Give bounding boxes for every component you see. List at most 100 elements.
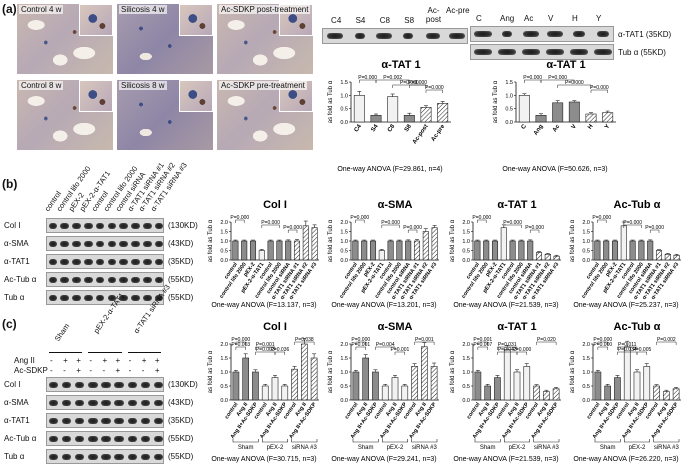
anova-label: One-way ANOVA (F=26.220, n=3) — [573, 456, 678, 463]
bar — [623, 346, 631, 401]
blot-a2-band — [474, 31, 492, 37]
bar — [518, 240, 525, 261]
x-tick-label: S4 — [371, 123, 381, 133]
blot-b-band — [84, 241, 93, 247]
blot-c-ang-sign: + — [76, 356, 81, 365]
y-tick-label: 1.5 — [462, 230, 470, 236]
blot-c-ang-sign: + — [102, 356, 108, 365]
y-tick-label: 1.5 — [220, 356, 228, 362]
blot-b-kd-label: (35KD) — [168, 257, 194, 266]
y-tick-label: 0.0 — [505, 120, 513, 126]
micrograph-label: Silicosis 4 w — [119, 5, 167, 14]
blot-c: Sham pEX-2-α-TAT1 α-TAT1 siRNA #3 Ang II Ac-… — [0, 283, 205, 465]
group-label: Sham — [480, 445, 496, 451]
chart-svg: Ac-Tub α0.00.51.01.52.0as fold as Tub αc… — [570, 199, 681, 309]
chart-svg: Col I0.00.51.01.52.0as fold as Tub αcont… — [208, 199, 319, 309]
blot-a2-band — [547, 31, 563, 37]
x-tick-label: C4 — [354, 123, 364, 133]
blot-b-band — [143, 223, 152, 229]
group-bracket — [352, 439, 379, 443]
chart-svg: α-TAT 1 0.0 0.5 1.0 1.5 as fold as Tub α C4 S4 C… — [328, 59, 451, 173]
blot-c-group-bracket — [49, 352, 83, 353]
p-bracket — [261, 224, 280, 228]
group-label: siRNA #3 — [654, 445, 680, 451]
blot-b-band — [131, 259, 140, 265]
y-axis-label: as fold as Tub α — [328, 219, 334, 262]
anova-label: One-way ANOVA (F=21.539, n=3) — [453, 456, 558, 463]
bar — [405, 240, 412, 261]
blot-c-ang-sign: - — [89, 356, 92, 365]
p-bracket — [617, 346, 638, 350]
p-value-label: P=0.000 — [230, 215, 249, 221]
blot-c-band — [153, 436, 164, 442]
bar — [378, 250, 385, 261]
bar — [391, 377, 399, 401]
anova-label: One-way ANOVA (F=13.137, n=3) — [211, 302, 316, 309]
bar — [430, 366, 438, 401]
blot-b-band — [72, 259, 81, 265]
chart-svg: Col I0.00.51.01.52.0as fold as Tub αcont… — [208, 321, 319, 463]
blot-c-membrane — [46, 395, 164, 410]
bar — [353, 95, 365, 123]
blot-a1-band — [354, 33, 365, 39]
p-value-label: P=0.000 — [548, 75, 567, 81]
bar — [403, 115, 415, 123]
chart-c3: α-TAT 1 0.0 0.5 1.0 1.5 2.0 as fold as Tub α co… — [447, 318, 565, 464]
p-value-label: P=0.000 — [623, 220, 642, 226]
bar — [653, 385, 660, 401]
bar — [285, 240, 292, 261]
x-tick-label: Ang — [533, 123, 545, 136]
blot-c-band — [114, 382, 124, 388]
blot-c-kd-label: (130KD) — [168, 380, 198, 389]
blot-c-band — [101, 382, 111, 388]
blot-b-band — [107, 241, 117, 247]
y-tick-label: 2.0 — [582, 220, 590, 226]
blot-a2-band-label-1: α-TAT1 (35KD) — [618, 30, 672, 39]
blot-b-membrane — [46, 272, 164, 287]
blot-a1-band — [403, 33, 414, 39]
y-tick-label: 0.0 — [340, 398, 348, 404]
y-tick-label: 0.5 — [582, 249, 590, 255]
group-bracket — [382, 439, 408, 443]
p-value-label: P=0.034 — [618, 347, 637, 353]
chart-a2: α-TAT 1 0.0 0.5 1.0 1.5 as fold as Tub α C Ang A… — [490, 56, 620, 174]
blot-c-band — [153, 400, 164, 406]
y-tick-label: 1.0 — [340, 239, 348, 245]
p-value-label: P=0.000 — [351, 337, 370, 343]
y-tick-label: 1.0 — [505, 93, 513, 99]
blot-b-row-label: Ac-Tub α — [4, 275, 37, 284]
y-tick-label: 1.0 — [340, 93, 348, 99]
blot-b-band — [95, 295, 105, 301]
blot-c-band — [61, 454, 72, 460]
y-tick-label: 1.0 — [220, 370, 228, 376]
micrograph-label: Control 4 w — [19, 5, 64, 14]
chart-title: α-TAT 1 — [497, 321, 536, 333]
p-value-label: P=0.002 — [383, 75, 402, 81]
blot-c-band — [153, 418, 164, 424]
y-tick-label: 2.0 — [582, 342, 590, 348]
blot-b-band — [107, 295, 117, 301]
chart-title: Ac-Tub α — [614, 321, 661, 333]
bar — [431, 227, 438, 261]
p-bracket — [597, 341, 608, 345]
group-label: pEX-2 — [267, 445, 284, 451]
y-tick-label: 0.5 — [340, 384, 348, 390]
y-tick-label: 1.0 — [582, 370, 590, 376]
blot-b-band — [48, 295, 58, 301]
micrograph-label: Silicosis 8 w — [119, 81, 167, 90]
blot-b-band — [60, 277, 69, 283]
p-bracket — [235, 341, 246, 345]
blot-c-ang-sign: + — [63, 356, 68, 365]
x-tick-label: Ac-pre — [430, 123, 446, 143]
blot-c-kd-label: (43KD) — [168, 398, 194, 407]
blot-c-band — [75, 418, 85, 424]
y-tick-label: 0.0 — [220, 398, 228, 404]
blot-c-band — [101, 454, 111, 460]
group-bracket — [624, 439, 650, 443]
bar — [387, 96, 399, 123]
blot-c-band — [114, 400, 124, 406]
y-tick-label: 1.0 — [462, 370, 470, 376]
bar — [552, 388, 560, 401]
y-tick-label: 1.5 — [340, 80, 348, 86]
p-value-label: P=0.000 — [472, 215, 491, 221]
